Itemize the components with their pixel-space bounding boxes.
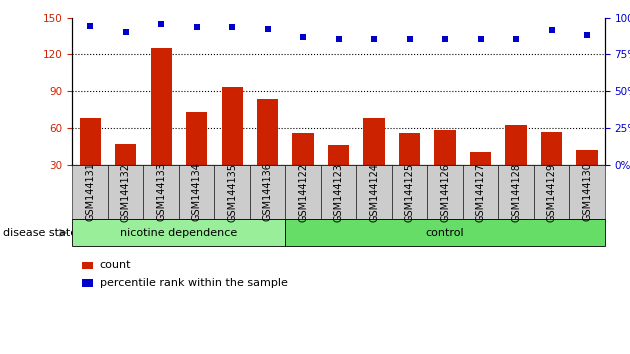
Text: GSM144126: GSM144126	[440, 162, 450, 222]
Text: GSM144129: GSM144129	[547, 162, 556, 222]
Text: GSM144133: GSM144133	[156, 162, 166, 222]
Point	[440, 36, 450, 41]
Text: disease state: disease state	[3, 228, 77, 238]
Bar	[399, 133, 420, 165]
Bar	[82, 279, 93, 287]
Text: GSM144123: GSM144123	[334, 162, 343, 222]
Point	[404, 36, 415, 41]
Bar	[541, 132, 562, 165]
Text: GSM144124: GSM144124	[369, 162, 379, 222]
Bar	[79, 118, 101, 165]
Text: nicotine dependence: nicotine dependence	[120, 228, 238, 238]
Point	[192, 25, 202, 30]
Point	[546, 27, 557, 33]
Bar	[576, 150, 598, 165]
Bar	[115, 144, 136, 165]
Point	[85, 23, 95, 29]
Bar	[364, 118, 385, 165]
Point	[333, 36, 343, 41]
Text: GSM144132: GSM144132	[121, 162, 130, 222]
Bar	[151, 48, 172, 165]
Bar	[328, 145, 349, 165]
Text: GSM144125: GSM144125	[404, 162, 415, 222]
Text: GSM144130: GSM144130	[582, 162, 592, 222]
Text: control: control	[426, 228, 464, 238]
Text: count: count	[100, 261, 131, 270]
Point	[476, 36, 486, 41]
Point	[298, 34, 308, 40]
Point	[582, 32, 592, 38]
Text: GSM144128: GSM144128	[511, 162, 521, 222]
Bar	[505, 125, 527, 165]
Text: GSM144131: GSM144131	[85, 162, 95, 222]
Point	[263, 26, 273, 32]
Point	[227, 25, 237, 30]
Text: GSM144134: GSM144134	[192, 162, 202, 222]
Bar	[292, 133, 314, 165]
Point	[120, 29, 131, 35]
Text: percentile rank within the sample: percentile rank within the sample	[100, 278, 287, 288]
Point	[369, 36, 379, 41]
Bar	[82, 262, 93, 269]
Bar	[470, 152, 491, 165]
Bar	[186, 112, 207, 165]
Text: GSM144122: GSM144122	[298, 162, 308, 222]
Text: GSM144127: GSM144127	[476, 162, 486, 222]
Bar	[222, 87, 243, 165]
Text: GSM144136: GSM144136	[263, 162, 273, 222]
Bar	[435, 130, 455, 165]
Bar	[257, 98, 278, 165]
Point	[511, 36, 521, 41]
Text: GSM144135: GSM144135	[227, 162, 237, 222]
Point	[156, 21, 166, 27]
